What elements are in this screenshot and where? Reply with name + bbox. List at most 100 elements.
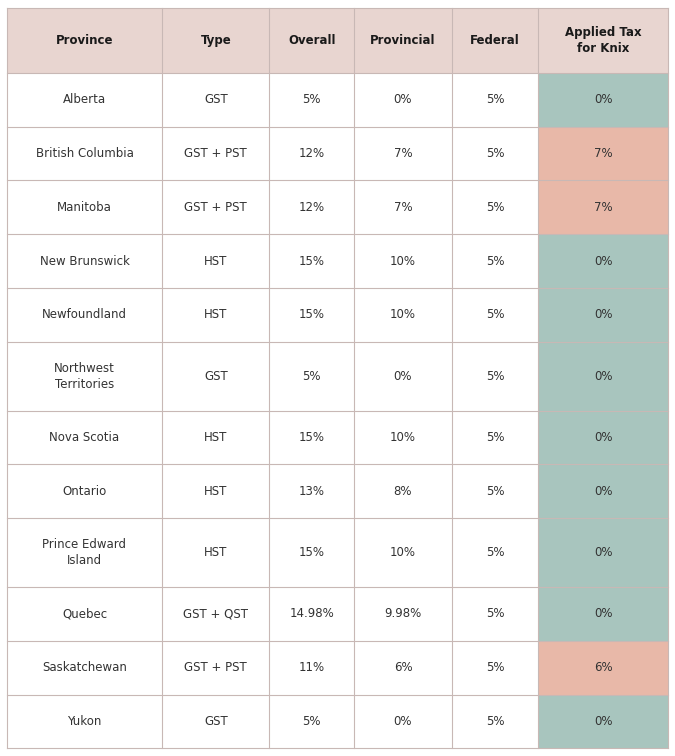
Bar <box>354 464 452 518</box>
Text: Provincial: Provincial <box>371 34 436 47</box>
Bar <box>162 464 269 518</box>
Bar <box>354 695 452 748</box>
Text: 8%: 8% <box>394 485 412 497</box>
Bar <box>354 518 452 587</box>
Bar <box>354 342 452 411</box>
Text: Prince Edward
Island: Prince Edward Island <box>43 538 126 567</box>
Bar <box>269 695 354 748</box>
Bar <box>452 8 538 73</box>
Text: Ontario: Ontario <box>62 485 107 497</box>
Bar <box>354 641 452 695</box>
Bar <box>538 695 668 748</box>
Text: British Columbia: British Columbia <box>36 147 134 160</box>
Text: 10%: 10% <box>390 308 416 321</box>
Text: 5%: 5% <box>486 201 504 214</box>
Text: Yukon: Yukon <box>68 715 102 728</box>
Text: Saskatchewan: Saskatchewan <box>42 662 127 674</box>
Text: HST: HST <box>204 255 227 268</box>
Text: 0%: 0% <box>594 93 612 106</box>
Text: 5%: 5% <box>486 608 504 621</box>
Text: HST: HST <box>204 431 227 444</box>
Bar <box>452 695 538 748</box>
Text: Newfoundland: Newfoundland <box>42 308 127 321</box>
Bar <box>7 464 162 518</box>
Bar <box>162 518 269 587</box>
Bar <box>269 126 354 181</box>
Bar <box>162 126 269 181</box>
Bar <box>354 234 452 288</box>
Text: 5%: 5% <box>302 715 321 728</box>
Text: 15%: 15% <box>299 255 325 268</box>
Text: 10%: 10% <box>390 431 416 444</box>
Bar <box>7 342 162 411</box>
Text: 5%: 5% <box>486 715 504 728</box>
Bar <box>354 181 452 234</box>
Text: Northwest
Territories: Northwest Territories <box>54 361 115 391</box>
Bar <box>7 518 162 587</box>
Text: 0%: 0% <box>594 308 612 321</box>
Bar <box>452 126 538 181</box>
Text: 0%: 0% <box>594 546 612 559</box>
Text: GST: GST <box>204 93 227 106</box>
Bar <box>269 641 354 695</box>
Bar <box>162 587 269 641</box>
Bar <box>538 288 668 342</box>
Bar <box>452 288 538 342</box>
Bar <box>452 464 538 518</box>
Text: HST: HST <box>204 485 227 497</box>
Bar <box>538 126 668 181</box>
Text: Type: Type <box>200 34 231 47</box>
Text: New Brunswick: New Brunswick <box>40 255 130 268</box>
Bar <box>538 411 668 464</box>
Text: 0%: 0% <box>394 93 412 106</box>
Bar <box>354 73 452 126</box>
Text: 7%: 7% <box>594 147 612 160</box>
Bar <box>354 288 452 342</box>
Bar <box>269 181 354 234</box>
Text: 6%: 6% <box>594 662 612 674</box>
Bar <box>7 641 162 695</box>
Bar <box>7 288 162 342</box>
Bar <box>7 181 162 234</box>
Bar <box>162 8 269 73</box>
Text: GST + PST: GST + PST <box>184 201 247 214</box>
Text: GST: GST <box>204 370 227 383</box>
Bar <box>7 587 162 641</box>
Text: 0%: 0% <box>594 370 612 383</box>
Text: 0%: 0% <box>594 485 612 497</box>
Bar <box>162 411 269 464</box>
Text: 0%: 0% <box>394 715 412 728</box>
Bar <box>7 126 162 181</box>
Bar <box>162 234 269 288</box>
Text: 10%: 10% <box>390 546 416 559</box>
Text: Alberta: Alberta <box>63 93 106 106</box>
Text: Applied Tax
for Knix: Applied Tax for Knix <box>565 26 641 54</box>
Bar <box>452 342 538 411</box>
Bar <box>538 464 668 518</box>
Text: GST + QST: GST + QST <box>184 608 248 621</box>
Text: 5%: 5% <box>486 93 504 106</box>
Text: 5%: 5% <box>486 662 504 674</box>
Text: 7%: 7% <box>594 201 612 214</box>
Bar <box>269 518 354 587</box>
Bar <box>452 73 538 126</box>
Text: 0%: 0% <box>594 715 612 728</box>
Text: 5%: 5% <box>486 485 504 497</box>
Bar <box>269 587 354 641</box>
Bar <box>269 8 354 73</box>
Bar <box>452 518 538 587</box>
Bar <box>269 288 354 342</box>
Text: 7%: 7% <box>394 147 412 160</box>
Bar <box>452 234 538 288</box>
Bar <box>538 8 668 73</box>
Bar <box>354 411 452 464</box>
Bar <box>162 641 269 695</box>
Bar <box>162 695 269 748</box>
Text: 0%: 0% <box>594 255 612 268</box>
Bar <box>538 342 668 411</box>
Bar <box>538 73 668 126</box>
Text: 11%: 11% <box>298 662 325 674</box>
Bar <box>452 181 538 234</box>
Text: Overall: Overall <box>288 34 335 47</box>
Bar <box>162 288 269 342</box>
